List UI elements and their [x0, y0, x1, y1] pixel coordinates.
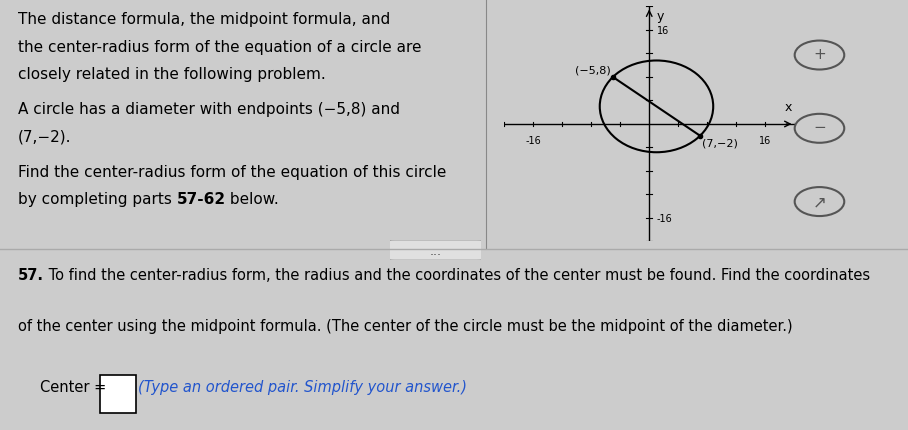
FancyBboxPatch shape — [388, 240, 484, 261]
Text: 16: 16 — [759, 135, 772, 145]
Text: of the center using the midpoint formula. (The center of the circle must be the : of the center using the midpoint formula… — [18, 318, 793, 333]
Text: Find the center-radius form of the equation of this circle: Find the center-radius form of the equat… — [18, 165, 447, 180]
Text: closely related in the following problem.: closely related in the following problem… — [18, 68, 326, 82]
Text: +: + — [813, 47, 826, 61]
Text: −: − — [813, 120, 826, 135]
Text: To find the center-radius form, the radius and the coordinates of the center mus: To find the center-radius form, the radi… — [44, 267, 870, 283]
Text: -16: -16 — [525, 135, 541, 145]
Text: below.: below. — [225, 192, 279, 207]
Text: (−5,8): (−5,8) — [575, 65, 611, 75]
Text: (Type an ordered pair. Simplify your answer.): (Type an ordered pair. Simplify your ans… — [138, 379, 467, 394]
Text: ...: ... — [429, 244, 442, 257]
Text: the center-radius form of the equation of a circle are: the center-radius form of the equation o… — [18, 40, 421, 55]
Text: 57.: 57. — [18, 267, 44, 283]
Text: -16: -16 — [656, 213, 672, 224]
Text: 57-62: 57-62 — [177, 192, 226, 207]
Text: x: x — [785, 101, 793, 114]
Text: (7,−2).: (7,−2). — [18, 130, 72, 144]
Text: Center =: Center = — [40, 379, 106, 394]
Text: (7,−2): (7,−2) — [702, 138, 738, 148]
Text: by completing parts: by completing parts — [18, 192, 177, 207]
Text: y: y — [656, 10, 664, 23]
FancyBboxPatch shape — [100, 375, 136, 413]
Text: ↗: ↗ — [813, 193, 826, 211]
Text: The distance formula, the midpoint formula, and: The distance formula, the midpoint formu… — [18, 12, 390, 28]
Text: A circle has a diameter with endpoints (−5,8) and: A circle has a diameter with endpoints (… — [18, 102, 400, 117]
Text: 16: 16 — [656, 26, 668, 36]
